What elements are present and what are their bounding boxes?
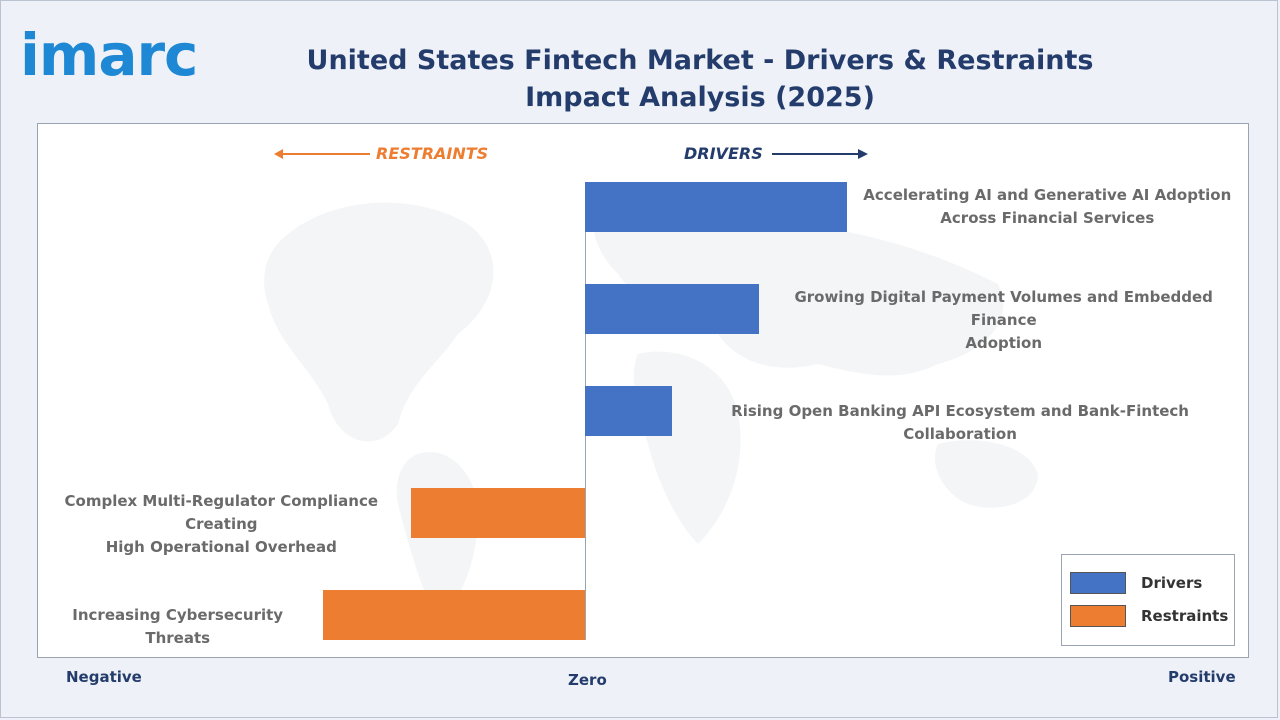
bar-label-line: Complex Multi-Regulator Compliance Creat… bbox=[64, 492, 379, 533]
legend-label-drivers: Drivers bbox=[1141, 574, 1203, 592]
scale-zero-label: Zero bbox=[568, 671, 607, 689]
right-arrow-icon bbox=[772, 149, 868, 159]
driver-bar-0 bbox=[585, 182, 847, 232]
svg-text:imarc: imarc bbox=[20, 21, 197, 88]
driver-bar-1 bbox=[585, 284, 760, 334]
bar-label-line: Accelerating AI and Generative AI Adopti… bbox=[863, 186, 1232, 204]
restraint-bar-label-4: Increasing Cybersecurity Threats bbox=[40, 604, 315, 650]
restraint-bar-3 bbox=[410, 488, 585, 538]
legend-item-restraints: Restraints bbox=[1070, 604, 1228, 628]
legend-swatch-drivers bbox=[1070, 572, 1126, 594]
bar-label-line: High Operational Overhead bbox=[105, 538, 337, 556]
drivers-direction-label: DRIVERS bbox=[684, 144, 763, 163]
bar-label-line: Across Financial Services bbox=[940, 209, 1155, 227]
driver-bar-label-0: Accelerating AI and Generative AI Adopti… bbox=[855, 184, 1240, 230]
bar-label-line: Increasing Cybersecurity Threats bbox=[72, 605, 284, 647]
bar-label-line: Rising Open Banking API Ecosystem and Ba… bbox=[731, 401, 1189, 443]
legend-item-drivers: Drivers bbox=[1070, 571, 1202, 595]
driver-bar-label-2: Rising Open Banking API Ecosystem and Ba… bbox=[680, 400, 1240, 446]
bar-label-line: Adoption bbox=[965, 334, 1043, 352]
left-arrow-icon bbox=[274, 149, 370, 159]
chart-title: United States Fintech Market - Drivers &… bbox=[306, 45, 1094, 113]
legend: Drivers Restraints bbox=[1061, 554, 1235, 646]
restraint-bar-label-3: Complex Multi-Regulator Compliance Creat… bbox=[40, 490, 403, 559]
driver-bar-2 bbox=[585, 386, 673, 436]
restraints-direction-label: RESTRAINTS bbox=[376, 144, 489, 163]
bar-label-line: Growing Digital Payment Volumes and Embe… bbox=[794, 288, 1213, 329]
imarc-logo: imarc bbox=[20, 21, 198, 88]
scale-positive-label: Positive bbox=[1168, 668, 1236, 686]
legend-swatch-restraints bbox=[1070, 605, 1126, 627]
restraint-bar-4 bbox=[323, 590, 585, 640]
legend-label-restraints: Restraints bbox=[1141, 607, 1229, 625]
scale-negative-label: Negative bbox=[66, 668, 142, 686]
driver-bar-label-1: Growing Digital Payment Volumes and Embe… bbox=[767, 286, 1240, 355]
